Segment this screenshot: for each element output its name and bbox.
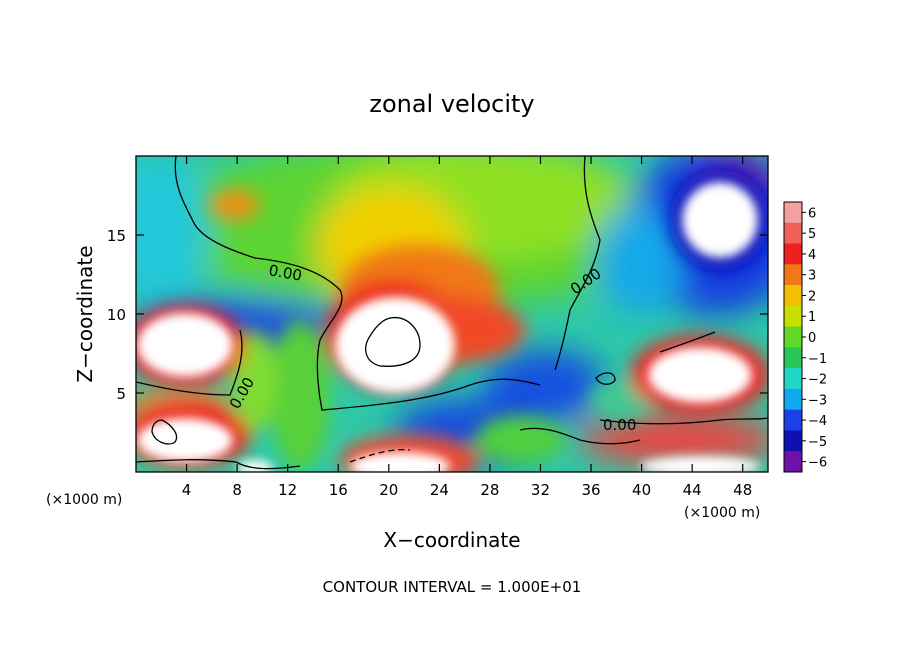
x-tick-label: 44 xyxy=(683,481,702,499)
y-axis-ticks: 5 10 15 xyxy=(107,227,768,403)
colorbar-label: 1 xyxy=(808,310,816,325)
colorbar-swatch xyxy=(784,347,802,369)
colorbar-swatch xyxy=(784,305,802,328)
colorbar-swatch xyxy=(784,243,802,265)
colorbar-label: 6 xyxy=(808,206,816,221)
y-tick-label: 15 xyxy=(107,227,126,245)
x-tick-label: 48 xyxy=(733,481,752,499)
colorbar-label: −2 xyxy=(808,373,827,388)
colorbar-label: −6 xyxy=(808,456,827,471)
z-unit-label: (×1000 m) xyxy=(46,492,122,508)
colorbar-label: 4 xyxy=(808,248,816,263)
colorbar: 6 5 4 3 2 1 0 −1 −2 −3 −4 −5 −6 xyxy=(783,201,827,473)
colorbar-swatch xyxy=(784,368,802,390)
x-tick-label: 8 xyxy=(232,481,242,499)
colorbar-swatch xyxy=(784,222,802,245)
x-axis-ticks: 4 8 12 16 20 24 28 32 36 40 44 48 xyxy=(182,156,752,499)
colorbar-label: −5 xyxy=(808,435,827,450)
colorbar-label: −3 xyxy=(808,393,827,408)
y-tick-label: 5 xyxy=(116,385,126,403)
x-unit-label: (×1000 m) xyxy=(684,505,760,521)
x-tick-label: 12 xyxy=(278,481,297,499)
x-axis-title: X−coordinate xyxy=(383,528,520,552)
y-axis-title: Z−coordinate xyxy=(73,245,97,382)
colorbar-swatch xyxy=(784,409,802,431)
x-tick-label: 28 xyxy=(480,481,499,499)
colorbar-label: 5 xyxy=(808,227,816,242)
x-tick-label: 40 xyxy=(632,481,651,499)
colorbar-swatch xyxy=(784,451,802,473)
colorbar-label: −1 xyxy=(808,352,827,367)
colorbar-label: 0 xyxy=(808,331,816,346)
colorbar-label: 2 xyxy=(808,289,816,304)
x-tick-label: 20 xyxy=(379,481,398,499)
colorbar-label: 3 xyxy=(808,269,816,284)
x-tick-label: 4 xyxy=(182,481,192,499)
contour-label-upper-left: 0.00 xyxy=(267,261,303,285)
x-tick-label: 32 xyxy=(531,481,550,499)
contour-lines xyxy=(136,156,768,470)
colorbar-swatch xyxy=(784,430,802,452)
colorbar-label: −4 xyxy=(808,414,827,429)
contour-label-lower-right: 0.00 xyxy=(603,416,636,434)
chart-title: zonal velocity xyxy=(369,90,534,118)
colorbar-swatch xyxy=(784,264,802,286)
x-tick-label: 24 xyxy=(430,481,449,499)
heatmap-field xyxy=(136,156,768,472)
colorbar-swatch xyxy=(784,285,802,307)
colorbar-swatch xyxy=(784,202,802,224)
contour-interval-note: CONTOUR INTERVAL = 1.000E+01 xyxy=(323,578,582,596)
y-tick-label: 10 xyxy=(107,306,126,324)
colorbar-swatch xyxy=(784,326,802,348)
x-tick-label: 16 xyxy=(329,481,348,499)
x-tick-label: 36 xyxy=(581,481,600,499)
colorbar-swatch xyxy=(784,388,802,411)
